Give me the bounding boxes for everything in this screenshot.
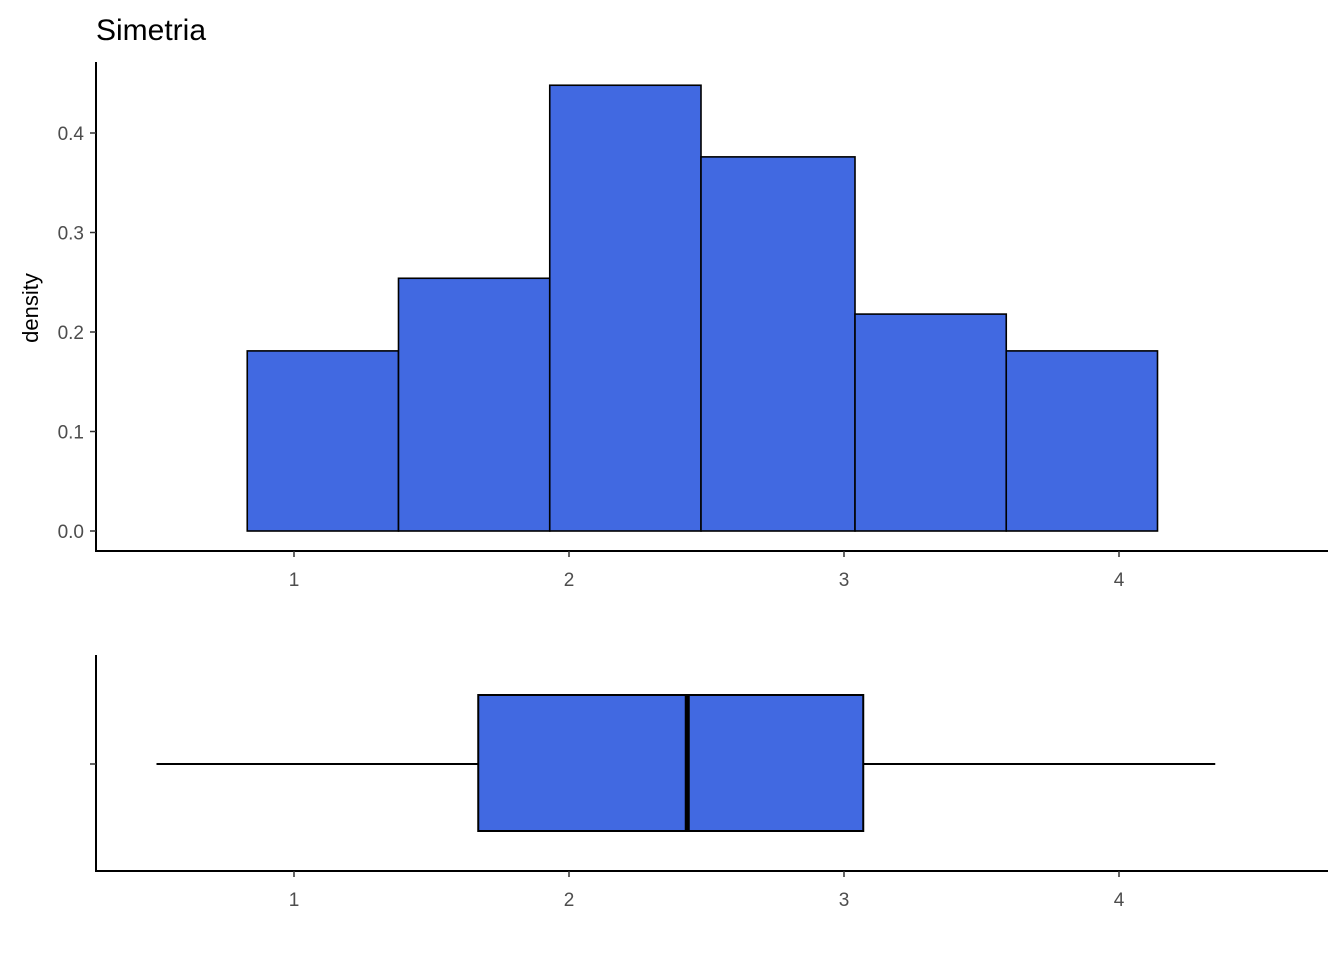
histogram-plot: 0.0 0.1 0.2 0.3 0.4 1 2 3 4 — [58, 62, 1328, 591]
histogram-bar-2 — [397, 277, 551, 532]
y-axis-label: density — [18, 273, 43, 343]
box-x-tick-label: 3 — [839, 890, 850, 911]
hist-y-tick-label: 0.3 — [58, 224, 84, 245]
histogram-bar-1 — [246, 350, 400, 532]
hist-y-tick-label: 0.2 — [58, 323, 84, 344]
hist-x-tick-label: 3 — [839, 570, 850, 591]
box-x-tick-label: 1 — [289, 890, 300, 911]
hist-x-tick-label: 4 — [1114, 570, 1125, 591]
histogram-bar-4 — [700, 156, 856, 532]
histogram-bar-3 — [548, 84, 702, 532]
boxplot-plot: 1 2 3 4 — [90, 655, 1328, 911]
hist-x-tick-label: 2 — [564, 570, 575, 591]
box-x-tick-label: 2 — [564, 890, 575, 911]
histogram-bar-6 — [1005, 350, 1159, 532]
hist-y-tick-label: 0.4 — [58, 124, 85, 145]
chart-title: Simetria — [96, 14, 206, 47]
hist-y-tick-label: 0.0 — [58, 522, 84, 543]
hist-x-tick-label: 1 — [289, 570, 300, 591]
hist-y-tick-label: 0.1 — [58, 423, 84, 444]
box-x-tick-label: 4 — [1114, 890, 1125, 911]
histogram-bar-5 — [854, 313, 1008, 532]
boxplot-box — [477, 694, 865, 832]
